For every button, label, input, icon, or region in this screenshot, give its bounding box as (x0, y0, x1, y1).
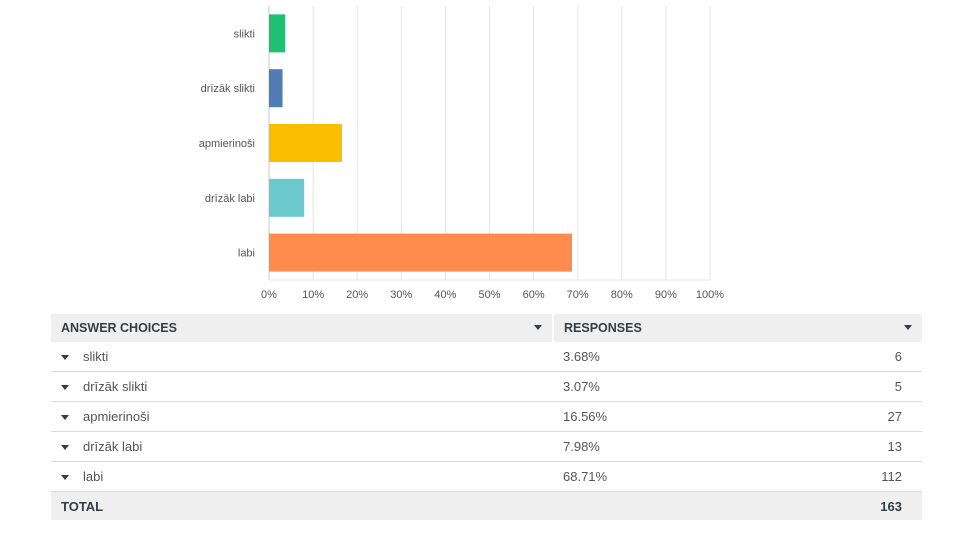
category-label: apmierinoši (199, 138, 255, 150)
table-row: drīzāk slikti 3.07% 5 (51, 371, 922, 402)
x-tick-label: 30% (390, 289, 412, 301)
x-tick-label: 60% (523, 289, 545, 301)
answer-choices-header-label: ANSWER CHOICES (61, 321, 177, 335)
answer-choices-header[interactable]: ANSWER CHOICES (51, 314, 554, 342)
answer-choice-label: labi (83, 469, 104, 484)
expand-caret-icon[interactable] (61, 355, 69, 361)
response-percent: 7.98% (553, 431, 808, 462)
response-count: 5 (808, 371, 922, 402)
x-tick-label: 80% (611, 289, 633, 301)
table-header-row: ANSWER CHOICES RESPONSES (51, 314, 922, 342)
response-count: 13 (808, 431, 922, 462)
response-count: 27 (808, 401, 922, 432)
table-body: slikti 3.68% 6 drīzāk slikti 3.07% 5 apm… (51, 342, 922, 520)
response-percent: 3.68% (553, 342, 808, 372)
x-tick-label: 10% (302, 289, 324, 301)
answer-choice-label: drīzāk slikti (83, 379, 148, 394)
x-tick-label: 0% (261, 289, 277, 301)
x-tick-label: 40% (434, 289, 456, 301)
answer-choice-label: slikti (83, 349, 109, 364)
answer-choice-cell[interactable]: labi (51, 461, 553, 492)
answer-choice-cell[interactable]: drīzāk slikti (51, 371, 553, 402)
x-tick-label: 100% (696, 289, 724, 301)
category-label: drīzāk labi (205, 193, 255, 205)
bar[interactable] (269, 69, 283, 108)
category-label: labi (238, 248, 255, 260)
sort-down-icon[interactable] (534, 325, 542, 330)
bar[interactable] (269, 14, 286, 53)
expand-caret-icon[interactable] (61, 475, 69, 481)
responses-header[interactable]: RESPONSES (553, 314, 922, 342)
response-percent: 68.71% (553, 461, 808, 492)
table-row: labi 68.71% 112 (51, 461, 922, 492)
x-tick-label: 50% (478, 289, 500, 301)
answer-choice-label: drīzāk labi (83, 439, 143, 454)
answer-choice-cell[interactable]: drīzāk labi (51, 431, 553, 462)
bar-chart: 0% 10% 20% 30% 40% 50% 60% 70% 80% 90% 100% slikti d… (199, 6, 724, 301)
response-percent: 3.07% (553, 371, 808, 402)
table-row: slikti 3.68% 6 (51, 342, 922, 372)
x-tick-label: 20% (346, 289, 368, 301)
bar[interactable] (269, 233, 573, 272)
x-tick-label: 70% (567, 289, 589, 301)
responses-header-label: RESPONSES (564, 321, 642, 335)
answer-choice-label: apmierinoši (83, 409, 150, 424)
total-label: TOTAL (51, 491, 553, 520)
response-percent: 16.56% (553, 401, 808, 432)
table-row: apmierinoši 16.56% 27 (51, 401, 922, 432)
total-count: 163 (808, 491, 922, 520)
expand-caret-icon[interactable] (61, 385, 69, 391)
category-label: slikti (234, 28, 255, 40)
bar-chart-svg: 0% 10% 20% 30% 40% 50% 60% 70% 80% 90% 100% slikti d… (199, 6, 724, 301)
category-label: drīzāk slikti (201, 83, 255, 95)
response-count: 6 (808, 342, 922, 372)
responses-table: ANSWER CHOICES RESPONSES slikti 3.68% 6 … (51, 314, 922, 520)
answer-choice-cell[interactable]: slikti (51, 342, 553, 372)
bar[interactable] (269, 178, 305, 217)
x-tick-label: 90% (655, 289, 677, 301)
bar[interactable] (269, 124, 343, 162)
response-count: 112 (808, 461, 922, 492)
total-row: TOTAL 163 (51, 491, 922, 520)
total-spacer (553, 491, 808, 520)
expand-caret-icon[interactable] (61, 445, 69, 451)
sort-down-icon[interactable] (904, 325, 912, 330)
table-row: drīzāk labi 7.98% 13 (51, 431, 922, 462)
answer-choice-cell[interactable]: apmierinoši (51, 401, 553, 432)
expand-caret-icon[interactable] (61, 415, 69, 421)
